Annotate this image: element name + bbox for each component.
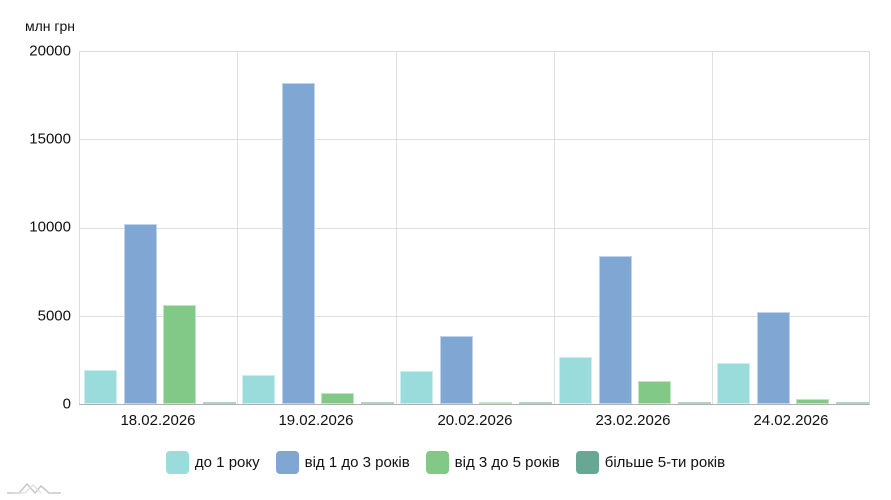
bar[interactable] (361, 402, 395, 404)
y-tick-20000: 20000 (29, 42, 71, 60)
bar[interactable] (203, 402, 236, 404)
legend: до 1 року від 1 до 3 років від 3 до 5 ро… (0, 451, 891, 474)
gridline-15000 (80, 139, 869, 140)
y-axis-unit-label: млн грн (25, 18, 76, 34)
y-tick-0: 0 (62, 395, 71, 413)
bar[interactable] (84, 370, 117, 404)
bar[interactable] (440, 335, 474, 404)
bar[interactable] (795, 398, 829, 404)
bar[interactable] (677, 402, 711, 404)
legend-label: від 3 до 5 років (454, 454, 560, 471)
gridline-5000 (80, 316, 869, 317)
x-tick-label: 23.02.2026 (595, 412, 671, 429)
mountain-wave-logo-icon (7, 482, 61, 495)
legend-label: більше 5-ти років (604, 454, 726, 471)
gridline-10000 (80, 228, 869, 229)
bar[interactable] (558, 356, 592, 404)
legend-item-1-to-3-years[interactable]: від 1 до 3 років (275, 451, 410, 474)
bar[interactable] (163, 305, 196, 404)
bar[interactable] (598, 255, 632, 404)
legend-swatch (425, 451, 449, 474)
legend-swatch (275, 451, 299, 474)
legend-swatch (575, 451, 599, 474)
y-tick-15000: 15000 (29, 130, 71, 148)
x-tick-label: 18.02.2026 (120, 412, 196, 429)
bar[interactable] (637, 381, 671, 404)
bar[interactable] (242, 375, 276, 404)
vgridline (237, 52, 238, 404)
legend-label: до 1 року (194, 454, 260, 471)
legend-label: від 1 до 3 років (304, 454, 410, 471)
bar[interactable] (400, 370, 434, 404)
bar[interactable] (519, 402, 553, 404)
y-tick-10000: 10000 (29, 218, 71, 236)
bar[interactable] (282, 82, 316, 404)
bar[interactable] (835, 402, 869, 404)
vgridline (712, 52, 713, 404)
bar[interactable] (479, 402, 513, 404)
x-axis-line (79, 404, 870, 405)
plot-area (79, 51, 870, 404)
bar[interactable] (716, 363, 750, 404)
legend-swatch (165, 451, 189, 474)
vgridline (554, 52, 555, 404)
legend-item-over-5-years[interactable]: більше 5-ти років (575, 451, 726, 474)
x-tick-label: 24.02.2026 (753, 412, 829, 429)
x-tick-label: 20.02.2026 (437, 412, 513, 429)
legend-item-up-to-1-year[interactable]: до 1 року (165, 451, 260, 474)
y-tick-5000: 5000 (37, 307, 71, 325)
bar[interactable] (756, 311, 790, 404)
bar[interactable] (124, 223, 157, 404)
bar[interactable] (321, 393, 355, 404)
vgridline (396, 52, 397, 404)
legend-item-3-to-5-years[interactable]: від 3 до 5 років (425, 451, 560, 474)
x-tick-label: 19.02.2026 (278, 412, 354, 429)
